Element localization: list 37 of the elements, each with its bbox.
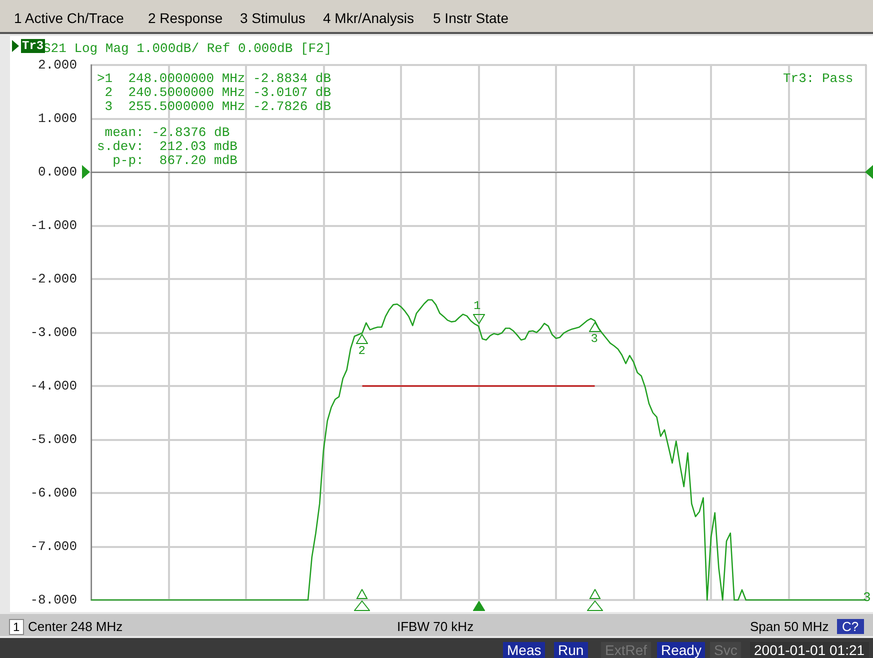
- text: 4 Mkr/Analysis: [323, 10, 414, 26]
- annotation: 3: [590, 332, 598, 346]
- text: 1 Active Ch/Trace: [14, 10, 124, 26]
- text: 3 Stimulus: [240, 10, 306, 26]
- y-tick-label: -7.000: [30, 539, 77, 554]
- annotation: p-p: 867.20 mdB: [112, 153, 238, 168]
- annotation: mean: -2.8376 dB: [104, 125, 230, 140]
- y-tick-label: 0.000: [38, 164, 77, 180]
- text: Tr3: [21, 39, 45, 53]
- y-tick-label: 2.000: [38, 58, 77, 72]
- y-tick-label: -3.000: [30, 325, 77, 340]
- y-tick-label: -1.000: [30, 218, 77, 233]
- y-tick-label: 1.000: [38, 111, 77, 126]
- text: 5 Instr State: [433, 10, 508, 26]
- annotation: 2: [358, 344, 366, 358]
- annotation: Tr3: Pass: [783, 71, 854, 86]
- text: 2001-01-01 01:21: [750, 642, 869, 658]
- text: 2 Response: [148, 10, 223, 26]
- annotation: s.dev: 212.03 mdB: [97, 139, 238, 154]
- y-tick-label: -8.000: [30, 592, 77, 608]
- annotation: 1: [474, 299, 481, 314]
- text: 1: [9, 619, 24, 635]
- annotation: 2 240.5000000 MHz -3.0107 dB: [104, 85, 332, 100]
- y-tick-label: -2.000: [30, 272, 77, 286]
- text: Ready: [657, 642, 706, 658]
- text: IFBW 70 kHz: [397, 619, 474, 634]
- text: Meas: [503, 642, 546, 658]
- text: Run: [554, 642, 588, 658]
- text: C?: [837, 619, 864, 634]
- text: Span 50 MHz: [750, 619, 829, 634]
- y-tick-label: -6.000: [30, 486, 77, 500]
- y-tick-label: -5.000: [30, 432, 77, 447]
- annotation: 3 255.5000000 MHz -2.7826 dB: [104, 99, 332, 114]
- text: Center 248 MHz: [28, 619, 123, 634]
- annotation: >1 248.0000000 MHz -2.8834 dB: [97, 71, 332, 86]
- y-tick-label: -4.000: [30, 378, 77, 394]
- annotation: 3: [863, 590, 871, 605]
